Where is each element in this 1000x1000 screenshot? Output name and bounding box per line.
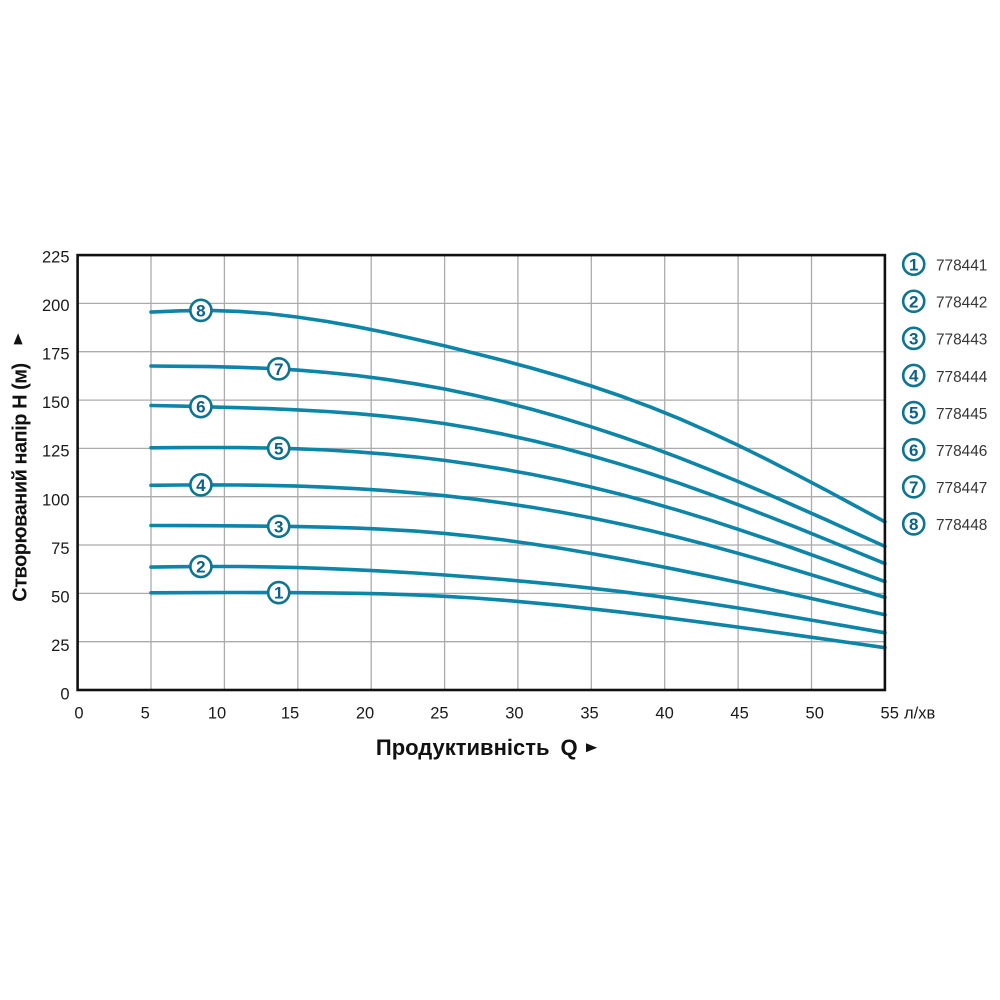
svg-text:35: 35 (580, 705, 598, 723)
svg-text:2: 2 (909, 292, 918, 311)
svg-text:0: 0 (74, 705, 83, 723)
svg-text:25: 25 (51, 637, 69, 655)
svg-text:778441: 778441 (936, 258, 987, 275)
svg-text:50: 50 (806, 705, 824, 723)
svg-text:7: 7 (909, 478, 918, 497)
svg-text:778447: 778447 (936, 480, 987, 497)
svg-text:778445: 778445 (936, 406, 987, 423)
svg-text:40: 40 (655, 705, 673, 723)
svg-text:778444: 778444 (936, 369, 988, 386)
svg-text:6: 6 (196, 398, 205, 417)
svg-text:Q: Q (560, 735, 577, 760)
svg-text:50: 50 (51, 588, 69, 606)
svg-text:4: 4 (909, 367, 919, 386)
svg-text:778443: 778443 (936, 332, 987, 349)
svg-text:75: 75 (51, 540, 69, 558)
svg-text:1: 1 (274, 584, 283, 603)
svg-text:150: 150 (42, 394, 70, 412)
svg-text:175: 175 (42, 346, 70, 364)
svg-text:100: 100 (42, 491, 70, 509)
svg-text:3: 3 (909, 330, 918, 349)
svg-text:Продуктивність: Продуктивність (376, 735, 550, 760)
svg-text:125: 125 (42, 443, 70, 461)
svg-text:778442: 778442 (936, 295, 987, 312)
svg-text:25: 25 (430, 705, 448, 723)
svg-text:0: 0 (60, 686, 69, 704)
svg-text:8: 8 (196, 302, 205, 321)
svg-text:5: 5 (141, 705, 150, 723)
svg-text:7: 7 (274, 360, 283, 379)
svg-text:6: 6 (909, 441, 918, 460)
svg-text:200: 200 (42, 297, 70, 315)
svg-text:778446: 778446 (936, 443, 987, 460)
svg-text:45: 45 (730, 705, 748, 723)
svg-text:2: 2 (196, 558, 205, 577)
svg-text:225: 225 (42, 249, 70, 267)
svg-text:4: 4 (196, 476, 206, 495)
svg-text:10: 10 (208, 705, 226, 723)
svg-text:778448: 778448 (936, 517, 987, 534)
svg-text:55: 55 (881, 705, 899, 723)
svg-text:5: 5 (909, 404, 918, 423)
svg-text:20: 20 (356, 705, 374, 723)
svg-text:8: 8 (909, 515, 918, 534)
svg-text:л/хв: л/хв (904, 705, 935, 723)
svg-text:5: 5 (274, 439, 283, 458)
svg-text:30: 30 (505, 705, 523, 723)
svg-text:3: 3 (274, 517, 283, 536)
svg-text:Створюваний напір H (м): Створюваний напір H (м) (9, 363, 31, 601)
svg-text:15: 15 (281, 705, 299, 723)
svg-text:1: 1 (909, 255, 918, 274)
